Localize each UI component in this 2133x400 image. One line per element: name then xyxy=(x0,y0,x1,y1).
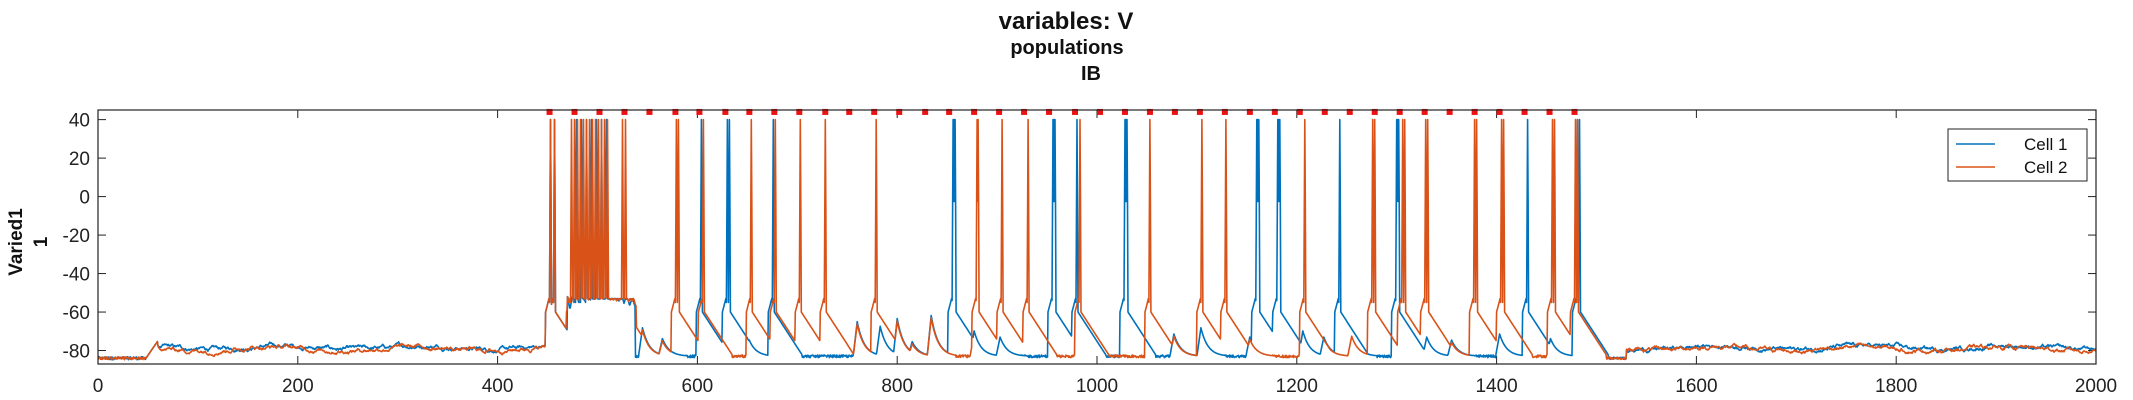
y-axis-label-line-1: Varied1 xyxy=(6,208,27,276)
event-marker xyxy=(1171,108,1178,115)
event-marker xyxy=(1072,108,1079,115)
event-marker xyxy=(1571,108,1578,115)
plot-area-frame xyxy=(97,109,2097,365)
event-marker xyxy=(1121,108,1128,115)
event-marker xyxy=(922,108,929,115)
event-marker xyxy=(1321,108,1328,115)
event-marker xyxy=(1246,108,1253,115)
event-marker xyxy=(1096,108,1103,115)
y-axis-label: Varied1 xyxy=(6,208,27,276)
x-tick-label: 1600 xyxy=(1675,376,1717,397)
y-axis-label-2: 1 xyxy=(31,236,52,247)
legend-label-cell-1: Cell 1 xyxy=(2024,135,2067,154)
y-tick-label: -40 xyxy=(63,265,90,286)
event-marker xyxy=(571,108,578,115)
event-marker xyxy=(1296,108,1303,115)
x-tick-label: 0 xyxy=(93,376,104,397)
event-marker xyxy=(1346,108,1353,115)
axes-ticks xyxy=(97,110,2097,364)
event-marker xyxy=(1046,108,1053,115)
y-tick-label: 20 xyxy=(69,149,90,170)
chart-subtitle-ib: IB xyxy=(1081,63,1101,85)
event-marker xyxy=(1396,108,1403,115)
event-marker xyxy=(646,108,653,115)
event-marker xyxy=(896,108,903,115)
event-marker xyxy=(1521,108,1528,115)
event-marker xyxy=(771,108,778,115)
event-marker xyxy=(1146,108,1153,115)
event-marker xyxy=(696,108,703,115)
event-marker xyxy=(996,108,1003,115)
event-marker xyxy=(1446,108,1453,115)
event-marker xyxy=(1471,108,1478,115)
event-marker xyxy=(1546,108,1553,115)
y-axis-label-line-2: 1 xyxy=(31,236,52,247)
event-marker xyxy=(1196,108,1203,115)
x-tick-label: 1800 xyxy=(1875,376,1917,397)
x-tick-label: 800 xyxy=(881,376,913,397)
x-tick-label: 600 xyxy=(682,376,714,397)
event-marker xyxy=(871,108,878,115)
series-layer xyxy=(98,118,2096,361)
x-tick-label: 1200 xyxy=(1276,376,1318,397)
event-marker xyxy=(672,108,679,115)
event-marker xyxy=(946,108,953,115)
chart-title: variables: V xyxy=(999,8,1134,35)
event-marker xyxy=(1021,108,1028,115)
event-marker xyxy=(546,108,553,115)
y-tick-label: -20 xyxy=(63,226,90,247)
x-tick-label: 1000 xyxy=(1076,376,1118,397)
chart-subtitle-populations: populations xyxy=(1010,37,1123,59)
y-tick-label: -60 xyxy=(63,303,90,324)
event-marker xyxy=(796,108,803,115)
event-marker xyxy=(1496,108,1503,115)
event-marker xyxy=(596,108,603,115)
y-tick-label: -80 xyxy=(63,342,90,363)
event-marker xyxy=(1271,108,1278,115)
event-markers xyxy=(546,108,1578,115)
x-tick-label: 2000 xyxy=(2075,376,2117,397)
event-marker xyxy=(1221,108,1228,115)
x-tick-label: 1400 xyxy=(1475,376,1517,397)
event-marker xyxy=(746,108,753,115)
legend: Cell 1 Cell 2 xyxy=(1947,128,2088,182)
event-marker xyxy=(846,108,853,115)
y-tick-label: 40 xyxy=(69,111,90,132)
x-tick-label: 200 xyxy=(282,376,314,397)
event-marker xyxy=(971,108,978,115)
series-line-1 xyxy=(98,118,2096,361)
event-marker xyxy=(722,108,729,115)
series-line-2 xyxy=(98,118,2096,361)
event-marker xyxy=(822,108,829,115)
legend-box xyxy=(1947,128,2088,182)
legend-label-cell-2: Cell 2 xyxy=(2024,158,2067,177)
event-marker xyxy=(1371,108,1378,115)
tick-labels: 0 200 400 600 800 1000 1200 1400 1600 1800 2000402… xyxy=(63,111,2118,397)
x-tick-label: 400 xyxy=(482,376,514,397)
event-marker xyxy=(1421,108,1428,115)
event-marker xyxy=(621,108,628,115)
y-tick-label: 0 xyxy=(79,188,90,209)
